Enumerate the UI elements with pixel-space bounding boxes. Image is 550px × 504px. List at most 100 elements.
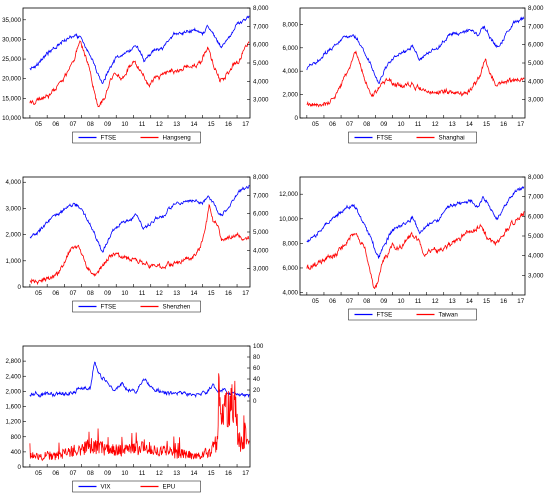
left-tick-label: 15,000 bbox=[2, 95, 21, 102]
x-tick-label: 13 bbox=[449, 121, 456, 128]
x-tick-label: 15 bbox=[483, 121, 490, 128]
x-tick-label: 07 bbox=[70, 121, 77, 128]
right-tick-label: 8,000 bbox=[253, 174, 269, 181]
x-tick-label: 10 bbox=[398, 298, 405, 305]
right-tick-label: 8,000 bbox=[528, 5, 544, 12]
right-tick-label: 80 bbox=[253, 354, 260, 361]
x-tick-label: 16 bbox=[225, 290, 232, 297]
series-line-hangseng bbox=[29, 40, 250, 108]
right-tick-label: 6,000 bbox=[528, 213, 544, 220]
legend-label-ftse: FTSE bbox=[377, 135, 393, 142]
right-tick-label: 8,000 bbox=[253, 5, 269, 12]
x-tick-label: 16 bbox=[500, 121, 507, 128]
x-tick-label: 09 bbox=[104, 121, 111, 128]
plot-frame bbox=[22, 7, 251, 119]
x-tick-label: 14 bbox=[190, 470, 197, 477]
left-tick-label: 1,200 bbox=[6, 419, 22, 426]
right-tick-label: 5,000 bbox=[253, 60, 269, 67]
left-tick-label: 6,000 bbox=[283, 265, 299, 272]
chart-panel-1: 05 06 07 08 09 10 11 12 13 14 15 16 17 10,000 15,000 20… bbox=[2, 5, 269, 144]
left-tick-label: 30,000 bbox=[2, 36, 21, 43]
x-tick-label: 05 bbox=[35, 470, 42, 477]
x-tick-label: 08 bbox=[363, 121, 370, 128]
legend-label-shenzhen: Shenzhen bbox=[163, 304, 191, 311]
left-tick-label: 800 bbox=[11, 434, 22, 441]
right-tick-label: 3,000 bbox=[528, 272, 544, 279]
x-tick-label: 08 bbox=[87, 290, 94, 297]
x-tick-label: 15 bbox=[483, 298, 490, 305]
legend-label-ftse: FTSE bbox=[101, 304, 117, 311]
x-tick-label: 11 bbox=[139, 470, 146, 477]
x-tick-label: 11 bbox=[415, 121, 422, 128]
x-tick-label: 14 bbox=[466, 121, 473, 128]
right-tick-label: 3,000 bbox=[253, 97, 269, 104]
x-tick-label: 08 bbox=[87, 121, 94, 128]
x-tick-label: 07 bbox=[346, 121, 353, 128]
plot-frame bbox=[22, 176, 251, 288]
right-tick-label: 7,000 bbox=[253, 192, 269, 199]
x-tick-label: 17 bbox=[517, 298, 524, 305]
series-line-shenzhen bbox=[29, 203, 250, 286]
series-line-epu bbox=[29, 373, 250, 462]
right-tick-label: 8,000 bbox=[528, 174, 544, 181]
legend: FTSE Hangseng bbox=[72, 131, 201, 144]
right-tick-label: 0 bbox=[253, 398, 257, 405]
left-tick-label: 4,000 bbox=[283, 68, 299, 75]
right-tick-label: 5,000 bbox=[528, 60, 544, 67]
x-tick-label: 17 bbox=[517, 121, 524, 128]
right-tick-label: 40 bbox=[253, 376, 260, 383]
right-tick-label: 6,000 bbox=[528, 42, 544, 49]
x-tick-label: 10 bbox=[121, 470, 128, 477]
legend-label-vix: VIX bbox=[101, 484, 111, 491]
right-tick-label: 5,000 bbox=[253, 229, 269, 236]
right-tick-label: 4,000 bbox=[528, 253, 544, 260]
legend-box bbox=[348, 131, 477, 144]
right-tick-label: 7,000 bbox=[253, 23, 269, 30]
x-tick-label: 11 bbox=[415, 298, 422, 305]
right-tick-label: 7,000 bbox=[528, 23, 544, 30]
x-tick-label: 12 bbox=[156, 470, 163, 477]
legend: FTSE Taiwan bbox=[348, 308, 477, 321]
right-tick-label: 6,000 bbox=[253, 211, 269, 218]
x-tick-label: 12 bbox=[156, 290, 163, 297]
chart-panel-3: 05 06 07 08 09 10 11 12 13 14 15 16 17 0 1,000 2,000 3,0… bbox=[6, 174, 269, 313]
left-tick-label: 1,000 bbox=[6, 258, 22, 265]
x-tick-label: 12 bbox=[432, 121, 439, 128]
x-tick-label: 09 bbox=[380, 298, 387, 305]
x-tick-label: 09 bbox=[380, 121, 387, 128]
x-tick-label: 13 bbox=[173, 470, 180, 477]
x-tick-label: 05 bbox=[312, 121, 319, 128]
left-tick-label: 2,000 bbox=[283, 92, 299, 99]
left-tick-label: 0 bbox=[18, 284, 22, 291]
legend-label-ftse: FTSE bbox=[377, 312, 393, 319]
left-tick-label: 35,000 bbox=[2, 17, 21, 24]
x-tick-label: 17 bbox=[242, 470, 249, 477]
legend: VIX EPU bbox=[72, 480, 201, 493]
x-tick-label: 09 bbox=[104, 290, 111, 297]
x-tick-label: 13 bbox=[173, 290, 180, 297]
series-line-ftse bbox=[29, 184, 250, 253]
right-tick-label: 4,000 bbox=[253, 247, 269, 254]
x-tick-label: 15 bbox=[208, 290, 215, 297]
legend-box bbox=[72, 480, 201, 493]
right-tick-label: 3,000 bbox=[528, 97, 544, 104]
right-tick-label: 5,000 bbox=[528, 233, 544, 240]
x-tick-label: 13 bbox=[173, 121, 180, 128]
right-tick-label: 4,000 bbox=[253, 78, 269, 85]
legend-label-hangseng: Hangseng bbox=[163, 135, 192, 142]
series-line-ftse bbox=[306, 16, 525, 85]
legend-box bbox=[72, 300, 201, 313]
x-tick-label: 06 bbox=[52, 290, 59, 297]
left-tick-label: 2,000 bbox=[6, 232, 22, 239]
x-tick-label: 15 bbox=[208, 121, 215, 128]
x-tick-label: 06 bbox=[329, 121, 336, 128]
right-tick-label: 4,000 bbox=[528, 78, 544, 85]
x-tick-label: 08 bbox=[87, 470, 94, 477]
x-tick-label: 12 bbox=[156, 121, 163, 128]
left-tick-label: 4,000 bbox=[283, 290, 299, 297]
right-tick-label: 100 bbox=[253, 343, 264, 350]
left-tick-label: 2,000 bbox=[6, 388, 22, 395]
x-tick-label: 06 bbox=[52, 470, 59, 477]
legend-label-ftse: FTSE bbox=[101, 135, 117, 142]
